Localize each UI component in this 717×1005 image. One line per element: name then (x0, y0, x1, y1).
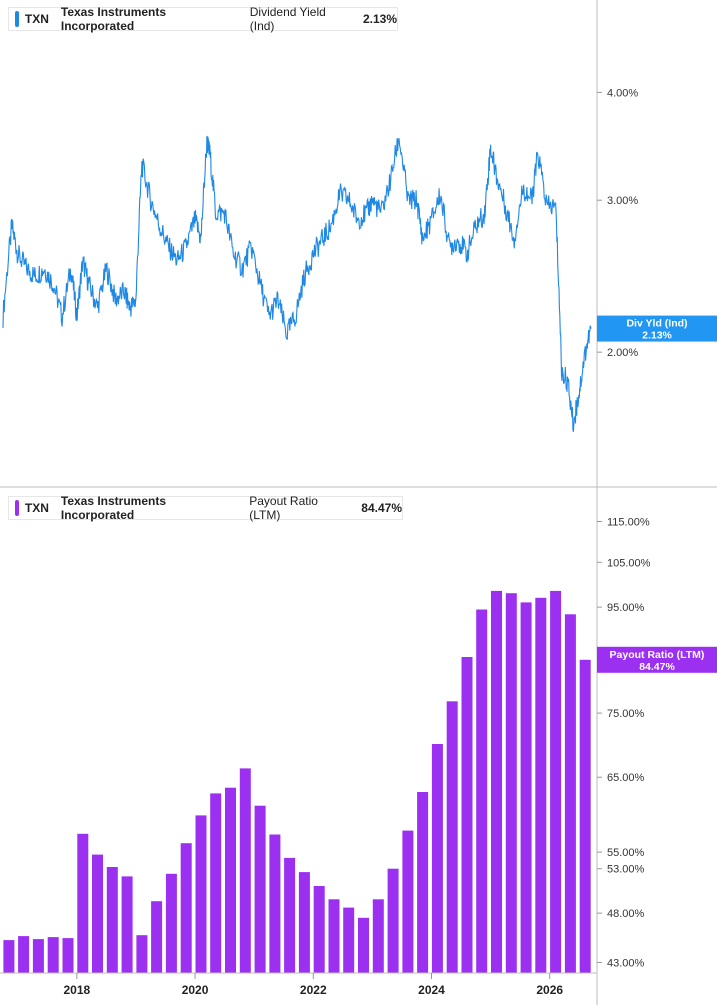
payout-ratio-bar (32, 939, 44, 973)
payout-ratio-bar (3, 940, 15, 973)
payout-ratio-bar (446, 701, 458, 973)
payout-ratio-bar (387, 868, 399, 973)
y-tick-label: 75.00% (607, 708, 645, 720)
payout-ratio-bar (180, 843, 192, 973)
legend-value: 84.47% (361, 501, 402, 515)
dividend-yield-plot (2, 135, 592, 432)
legend-company: Texas Instruments Incorporated (60, 5, 167, 33)
y-tick-label: 55.00% (607, 847, 645, 859)
badge-value: 84.47% (639, 661, 675, 673)
payout-ratio-bar (239, 768, 251, 973)
x-tick-label: 2018 (63, 983, 90, 997)
y-tick-label: 65.00% (607, 772, 645, 784)
current-value-badge (597, 315, 717, 342)
payout-ratio-bar (564, 614, 576, 973)
series-color-swatch (15, 11, 19, 27)
payout-ratio-bar (121, 876, 133, 973)
payout-ratio-bar (343, 907, 355, 973)
payout-ratio-legend: TXN Texas Instruments Incorporated Payou… (8, 494, 403, 522)
payout-ratio-bar (476, 609, 488, 973)
payout-ratio-bar (520, 602, 532, 973)
payout-ratio-bar (136, 935, 148, 973)
payout-ratio-bar (18, 936, 30, 973)
badge-label: Div Yld (Ind) (626, 318, 687, 330)
payout-ratio-bar (402, 830, 414, 973)
y-tick-label: 48.00% (607, 908, 645, 920)
payout-ratio-plot (3, 590, 591, 973)
payout-ratio-bar (298, 872, 310, 973)
payout-ratio-bar (195, 815, 207, 973)
payout-ratio-bar (210, 793, 222, 973)
payout-ratio-bar (92, 854, 103, 973)
payout-ratio-bar (151, 901, 163, 973)
badge-label: Payout Ratio (LTM) (610, 649, 705, 661)
legend-value: 2.13% (362, 12, 397, 26)
payout-ratio-bar (431, 744, 443, 973)
y-tick-label: 43.00% (607, 957, 645, 969)
payout-ratio-bar (62, 938, 74, 973)
payout-ratio-bar (47, 937, 59, 973)
badge-value: 2.13% (642, 330, 672, 342)
payout-ratio-bar (284, 857, 296, 973)
legend-metric: Dividend Yield (Ind) (249, 5, 326, 33)
payout-ratio-bar (550, 590, 562, 973)
x-tick-label: 2024 (418, 983, 445, 997)
y-tick-label: 2.00% (607, 347, 638, 359)
y-tick-label: 95.00% (607, 602, 645, 614)
dividend-yield-line (2, 135, 592, 432)
payout-ratio-bar (165, 873, 177, 973)
payout-ratio-bar (491, 590, 502, 973)
x-tick-label: 2026 (536, 983, 563, 997)
y-tick-label: 3.00% (607, 195, 638, 207)
payout-ratio-bar (77, 833, 89, 973)
payout-ratio-bar (106, 867, 118, 973)
x-tick-label: 2020 (182, 983, 209, 997)
payout-ratio-bar (328, 899, 340, 973)
y-tick-label: 105.00% (607, 557, 651, 569)
payout-ratio-bar (372, 899, 384, 973)
payout-ratio-bar (269, 834, 281, 973)
x-tick-label: 2022 (300, 983, 327, 997)
payout-ratio-bar (535, 597, 547, 973)
current-value-badge (597, 646, 717, 673)
series-color-swatch (15, 500, 19, 516)
y-tick-label: 115.00% (607, 516, 650, 528)
legend-ticker: TXN (24, 501, 49, 515)
legend-company: Texas Instruments Incorporated (60, 494, 167, 522)
payout-ratio-bar (358, 917, 369, 973)
payout-ratio-bar (417, 792, 429, 973)
legend-metric: Payout Ratio (LTM) (249, 494, 318, 522)
legend-ticker: TXN (24, 12, 49, 26)
y-tick-label: 53.00% (607, 864, 645, 876)
payout-ratio-bar (225, 787, 236, 973)
payout-ratio-bar (505, 593, 517, 973)
dividend-yield-legend: TXN Texas Instruments Incorporated Divid… (8, 5, 398, 33)
payout-ratio-bar (254, 805, 266, 973)
y-tick-label: 4.00% (607, 87, 638, 99)
payout-ratio-bar (579, 659, 591, 973)
payout-ratio-bar (461, 657, 473, 973)
payout-ratio-bar (313, 886, 325, 973)
